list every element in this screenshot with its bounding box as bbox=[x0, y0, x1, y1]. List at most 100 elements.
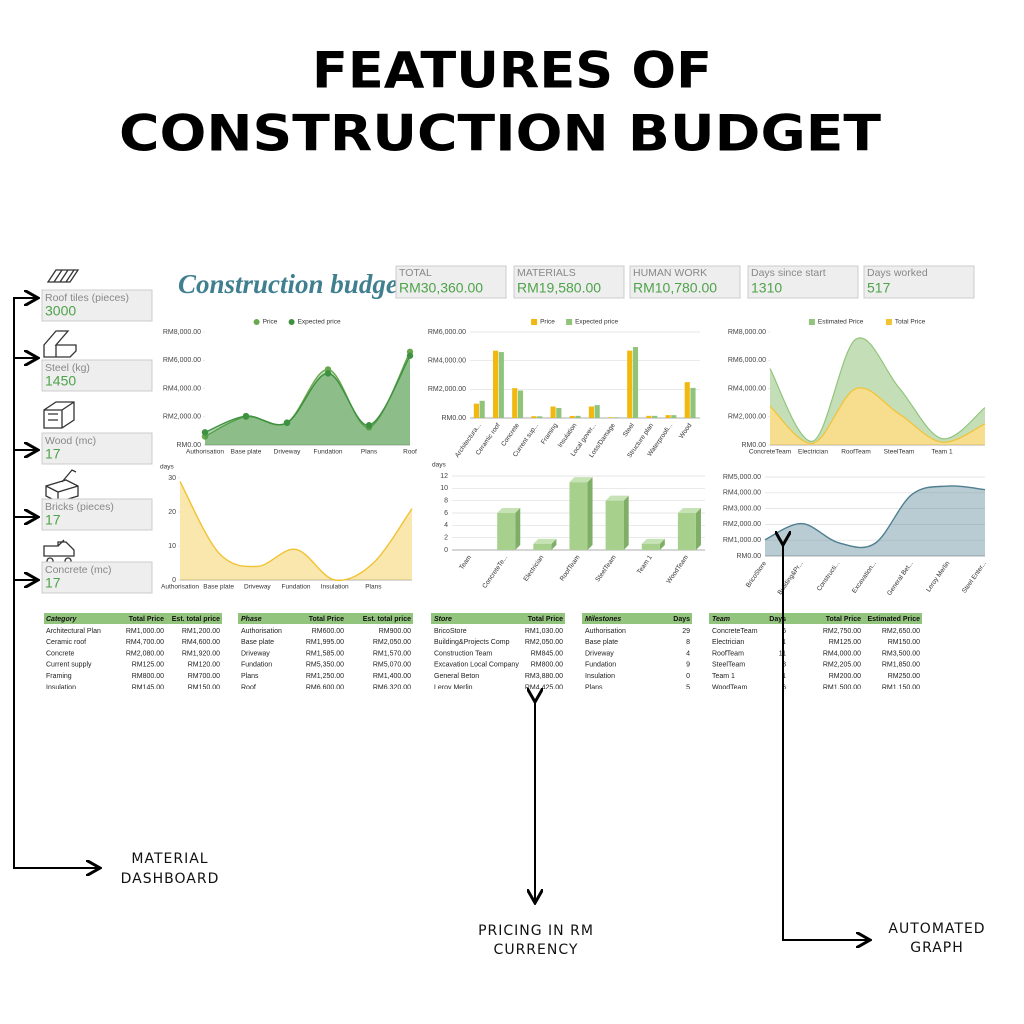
x-tick-label: Plans bbox=[361, 449, 378, 456]
x-tick-label: Electrician bbox=[798, 449, 828, 456]
table-cell: 0 bbox=[686, 673, 690, 680]
table-header-bg bbox=[431, 613, 565, 624]
y-tick-label: 12 bbox=[440, 473, 448, 480]
kpi-value: 517 bbox=[867, 280, 891, 296]
table-cell: RM1,500.00 bbox=[823, 684, 861, 691]
table-cell: Leroy Merlin bbox=[434, 684, 473, 691]
table-cell: RM5,350.00 bbox=[306, 662, 344, 669]
material-value: 1450 bbox=[45, 373, 76, 389]
table-cell: RM1,250.00 bbox=[306, 673, 344, 680]
table-cell: RM4,700.00 bbox=[126, 639, 164, 646]
table-cell: RM600.00 bbox=[312, 628, 344, 635]
bar bbox=[497, 513, 516, 550]
y-tick-label: RM4,000.00 bbox=[728, 385, 766, 392]
bar bbox=[665, 415, 671, 418]
point bbox=[283, 419, 291, 427]
bar bbox=[594, 405, 600, 418]
area bbox=[205, 351, 410, 445]
material-label: Concrete (mc) bbox=[45, 564, 112, 576]
bar-top bbox=[641, 538, 665, 544]
brand-logo: Construction budget bbox=[178, 269, 407, 299]
title-line: CONSTRUCTION BUDGET bbox=[119, 105, 881, 163]
bar-top bbox=[605, 495, 629, 501]
table-cell: 8 bbox=[686, 639, 690, 646]
callout-text: GRAPH bbox=[910, 940, 964, 956]
table-cell: RM150.00 bbox=[888, 639, 920, 646]
kpi-value: RM30,360.00 bbox=[399, 280, 483, 296]
legend-label: Expected price bbox=[575, 319, 618, 326]
table-header: Est. total price bbox=[363, 616, 411, 623]
table-cell: Team 1 bbox=[712, 673, 735, 680]
table-cell: Driveway bbox=[585, 650, 614, 657]
table-header: Estimated Price bbox=[867, 616, 920, 623]
bar-side bbox=[659, 538, 665, 550]
bar bbox=[588, 406, 594, 418]
y-tick-label: RM8,000.00 bbox=[163, 329, 201, 336]
bar bbox=[479, 400, 485, 418]
table-cell: RM800.00 bbox=[531, 662, 563, 669]
table-cell: RM6,320.00 bbox=[373, 684, 411, 691]
kpi-label: Days worked bbox=[867, 267, 928, 279]
table-cell: ConcreteTeam bbox=[712, 628, 758, 635]
bar bbox=[632, 347, 639, 418]
x-tick-label: Roof bbox=[403, 449, 417, 456]
bar-side bbox=[623, 495, 629, 550]
table-cell: RM1,150.00 bbox=[882, 684, 920, 691]
legend-swatch bbox=[885, 319, 892, 325]
table-cell: 29 bbox=[682, 628, 690, 635]
x-tick-label: RoofTeam bbox=[841, 449, 871, 456]
y-tick-label: RM1,000.00 bbox=[723, 537, 761, 544]
bar-side bbox=[515, 508, 521, 550]
table-cell: RM845.00 bbox=[531, 650, 563, 657]
line bbox=[769, 387, 986, 444]
bar bbox=[613, 417, 619, 418]
area bbox=[770, 387, 985, 445]
table-cell: RM1,030.00 bbox=[525, 628, 563, 635]
bar bbox=[646, 415, 652, 418]
point bbox=[201, 429, 209, 436]
table-cell: Base plate bbox=[241, 639, 274, 646]
table-header: Est. total price bbox=[172, 616, 220, 623]
material-box bbox=[41, 359, 153, 392]
legend-swatch bbox=[566, 319, 573, 325]
bar bbox=[550, 406, 556, 418]
y-tick-label: RM2,000.00 bbox=[163, 414, 201, 421]
bar-top bbox=[533, 538, 557, 544]
y-tick-label: RM2,000.00 bbox=[723, 521, 761, 528]
table-cell: Authorisation bbox=[241, 628, 282, 635]
roof-tiles-icon bbox=[46, 269, 80, 283]
table-cell: RM2,080.00 bbox=[126, 650, 164, 657]
table-cell: Fundation bbox=[241, 662, 272, 669]
callout-arrows bbox=[13, 298, 868, 940]
y-tick-label: RM0.00 bbox=[176, 442, 201, 449]
table-cell: RM1,570.00 bbox=[373, 650, 411, 657]
table-header: Total Price bbox=[129, 616, 164, 623]
table-cell: Excavation Local Company bbox=[434, 662, 519, 669]
legend-label: Total Price bbox=[895, 319, 926, 326]
y-tick-label: 8 bbox=[444, 498, 448, 505]
bar bbox=[517, 390, 524, 418]
kpi-label: Days since start bbox=[751, 267, 826, 279]
material-value: 17 bbox=[45, 575, 61, 591]
bar bbox=[473, 403, 479, 418]
material-label: Steel (kg) bbox=[45, 362, 90, 374]
legend-swatch bbox=[531, 319, 538, 325]
table-cell: RM1,850.00 bbox=[882, 662, 920, 669]
table-cell: Electrician bbox=[712, 639, 744, 646]
table-cell: RM1,200.00 bbox=[182, 628, 220, 635]
y-tick-label: RM4,000.00 bbox=[428, 358, 466, 365]
kpi-value: RM10,780.00 bbox=[633, 280, 717, 296]
table-header: Milestones bbox=[585, 616, 621, 623]
bar bbox=[641, 543, 660, 550]
y-tick-label: RM3,000.00 bbox=[723, 505, 761, 512]
table-header: Total Price bbox=[826, 616, 861, 623]
x-tick-label: Base plate bbox=[231, 449, 262, 456]
line bbox=[179, 481, 413, 582]
table-cell: Roof bbox=[241, 684, 256, 691]
table-header: Total Price bbox=[309, 616, 344, 623]
line bbox=[769, 337, 986, 442]
table-header-bg bbox=[44, 613, 222, 624]
bricks-icon bbox=[45, 469, 79, 503]
y-tick-label: RM2,000.00 bbox=[428, 386, 466, 393]
